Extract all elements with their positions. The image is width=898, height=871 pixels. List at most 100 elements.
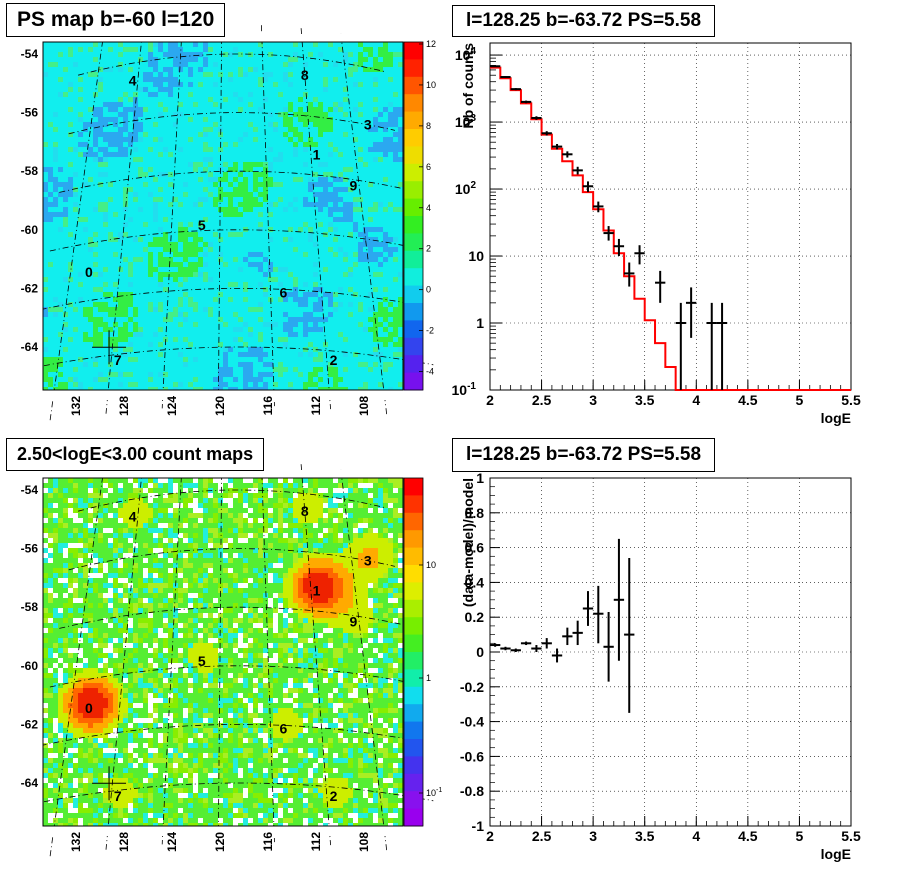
graticule-lon [217,24,223,406]
y-tick-label: -0.8 [460,783,484,799]
colorbar-tick-label: 8 [426,121,431,131]
graticule-lat [78,53,386,76]
lat-tick-label: -54 [21,483,39,497]
x-tick-label: 4.5 [738,392,758,408]
x-axis-label: logE [821,846,851,862]
x-tick-label: 3.5 [635,828,655,844]
y-tick-label: -1 [472,818,485,834]
plot-frame [489,42,852,391]
lon-tick-label: 132 [69,832,83,852]
lon-tick-label: 108 [357,396,371,416]
lon-tick-label: 128 [117,832,131,852]
lon-tick-label: 112 [309,396,323,416]
graticule-lon [161,27,183,409]
y-tick-label: -0.2 [460,679,484,695]
y-tick-label: 0 [476,644,484,660]
source-label-6: 6 [279,284,287,300]
source-label-5: 5 [198,653,206,669]
colorbar-tick-label: 0 [426,285,431,295]
graticule-lon [105,468,143,850]
ps-map-title: PS map b=-60 l=120 [6,3,226,37]
colorbar-tick-label: 10 [426,560,436,570]
source-label-4: 4 [129,509,137,525]
lon-tick-label: 108 [357,832,371,852]
lat-tick-label: -64 [21,340,39,354]
graticule-lat [31,346,434,369]
lon-tick-label: 124 [165,396,179,416]
x-tick-label: 3.5 [635,392,655,408]
y-tick-label: 102 [455,180,477,197]
y-tick-label: 1 [476,470,484,486]
source-label-7: 7 [114,352,122,368]
source-label-7: 7 [114,788,122,804]
graticule-lon [340,33,388,415]
colorbar-tick-label: 4 [426,203,431,213]
source-label-0: 0 [85,264,93,280]
source-label-6: 6 [279,720,287,736]
source-label-3: 3 [364,553,372,569]
y-tick-label: 10 [468,248,484,264]
colorbar-tick-label: 12 [426,39,436,49]
x-axis-label: logE [821,410,851,426]
graticule-lat [68,548,395,571]
x-tick-label: 3 [589,392,597,408]
lat-tick-label: -54 [21,47,39,61]
lat-tick-label: -60 [21,223,39,237]
graticule-lat [31,782,434,805]
graticule-lon [217,460,223,842]
colorbar-tick-label: 1 [426,673,431,683]
lat-tick-label: -56 [21,106,39,120]
colorbar-tick-label: -2 [426,326,434,336]
residual-title: l=128.25 b=-63.72 PS=5.58 [452,438,716,472]
y-tick-sup: -1 [467,381,476,392]
colorbar-tick-label: -4 [426,367,434,377]
lat-tick-label: -56 [21,542,39,556]
x-tick-label: 2.5 [532,828,552,844]
graticule-lat [59,170,405,193]
graticule-lat [59,606,405,629]
lon-tick-label: 120 [213,396,227,416]
x-tick-label: 5 [796,828,804,844]
graticule-lon [161,463,183,845]
lon-tick-label: 116 [261,832,275,852]
colorbar-sup: -1 [436,787,442,794]
y-tick-sup: 2 [470,180,476,191]
y-tick-label: -0.4 [460,714,484,730]
map-frame [42,41,404,391]
source-label-5: 5 [198,217,206,233]
lon-tick-label: 112 [309,832,323,852]
graticule-lon [261,461,275,843]
y-tick-label: 0.2 [465,609,485,625]
graticule-lat [49,229,415,252]
x-tick-label: 5.5 [841,392,861,408]
graticule-lon [105,32,143,414]
lon-tick-label: 124 [165,832,179,852]
source-label-0: 0 [85,700,93,716]
y-tick-label: 0.6 [465,540,485,556]
map-frame [42,477,404,827]
lat-tick-label: -58 [21,164,39,178]
lat-tick-label: -62 [21,281,39,295]
lat-tick-label: -64 [21,776,39,790]
y-tick-label: 0.8 [465,505,485,521]
residual-chart: 2 2.5 3 3.5 4 4.5 5 5.5 1 0.8 0.6 0.4 0.2 0 -0.2 -0.4 -0… [460,470,861,862]
lon-tick-label: 116 [261,396,275,416]
source-label-9: 9 [350,177,358,193]
y-tick-sup: 3 [470,113,476,124]
lon-tick-label: 132 [69,396,83,416]
source-label-1: 1 [313,583,321,599]
x-tick-label: 2 [486,828,494,844]
y-axis-label: (data-model)/model [460,478,476,607]
model-line [490,66,851,391]
colorbar-tick-label: 10 [426,80,436,90]
source-label-2: 2 [330,352,338,368]
graticule-lat [40,724,424,746]
graticule-lat [68,112,395,135]
y-tick-label: 1 [476,315,484,331]
x-tick-label: 4.5 [738,828,758,844]
x-tick-label: 2 [486,392,494,408]
source-label-9: 9 [350,613,358,629]
lon-tick-label: 128 [117,396,131,416]
